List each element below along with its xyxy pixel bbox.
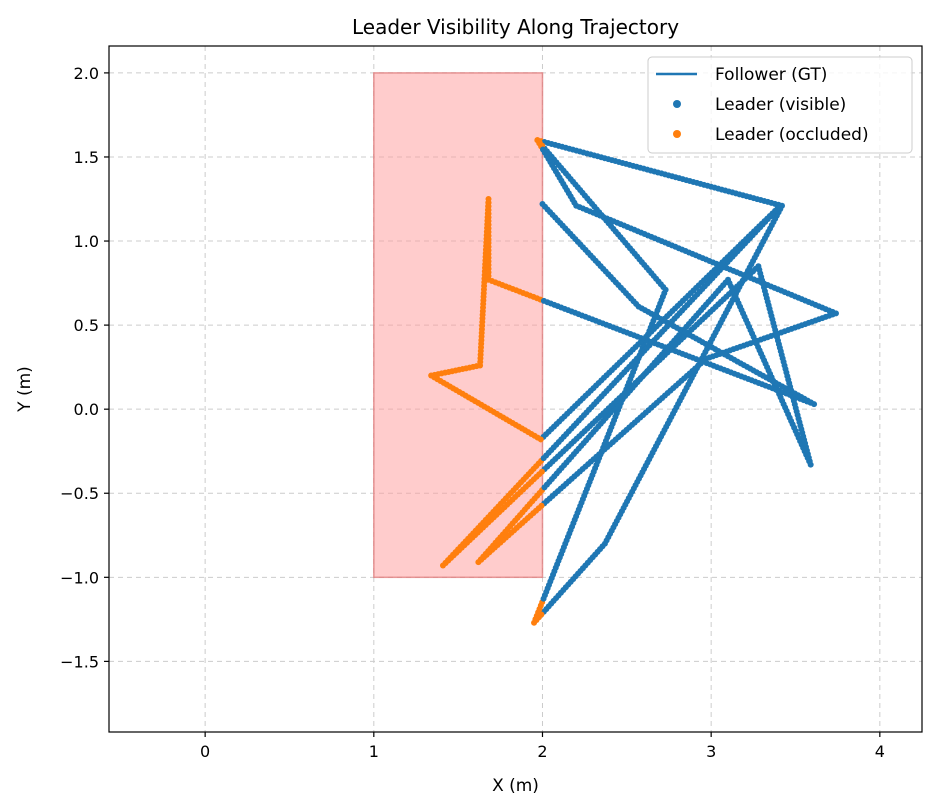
y-tick-label: 0.5 [74, 316, 99, 335]
leader-visible-point [539, 201, 546, 208]
chart-title: Leader Visibility Along Trajectory [352, 15, 679, 39]
legend-label-leader-occluded: Leader (occluded) [715, 125, 869, 145]
legend-label-leader-visible: Leader (visible) [715, 95, 846, 115]
axis-ticks: 0 1 2 3 4 −1.5 −1.0 −0.5 0.0 0.5 1.0 1.5 2.0 [60, 64, 885, 761]
y-tick-label: 0.0 [74, 400, 99, 419]
y-axis-label: Y (m) [15, 366, 35, 413]
legend-box [647, 56, 913, 154]
x-tick-label: 1 [369, 742, 379, 761]
legend-marker-leader-occluded [673, 130, 681, 138]
y-tick-label: −1.0 [60, 568, 99, 587]
plot-frame [108, 45, 923, 733]
x-tick-label: 0 [200, 742, 210, 761]
y-tick-label: 2.0 [74, 64, 99, 83]
x-axis-label: X (m) [492, 776, 539, 796]
y-tick-label: 1.5 [74, 148, 99, 167]
y-tick-label: −1.5 [60, 652, 99, 671]
data-points [428, 137, 839, 626]
y-tick-label: −0.5 [60, 484, 99, 503]
x-tick-label: 3 [706, 742, 716, 761]
legend-marker-leader-visible [673, 100, 681, 108]
occlusion-region [373, 72, 544, 579]
x-tick-label: 4 [875, 742, 885, 761]
x-tick-label: 2 [537, 742, 547, 761]
legend: Follower (GT) Leader (visible) Leader (o… [647, 56, 913, 154]
y-tick-label: 1.0 [74, 232, 99, 251]
legend-label-follower: Follower (GT) [715, 65, 827, 85]
